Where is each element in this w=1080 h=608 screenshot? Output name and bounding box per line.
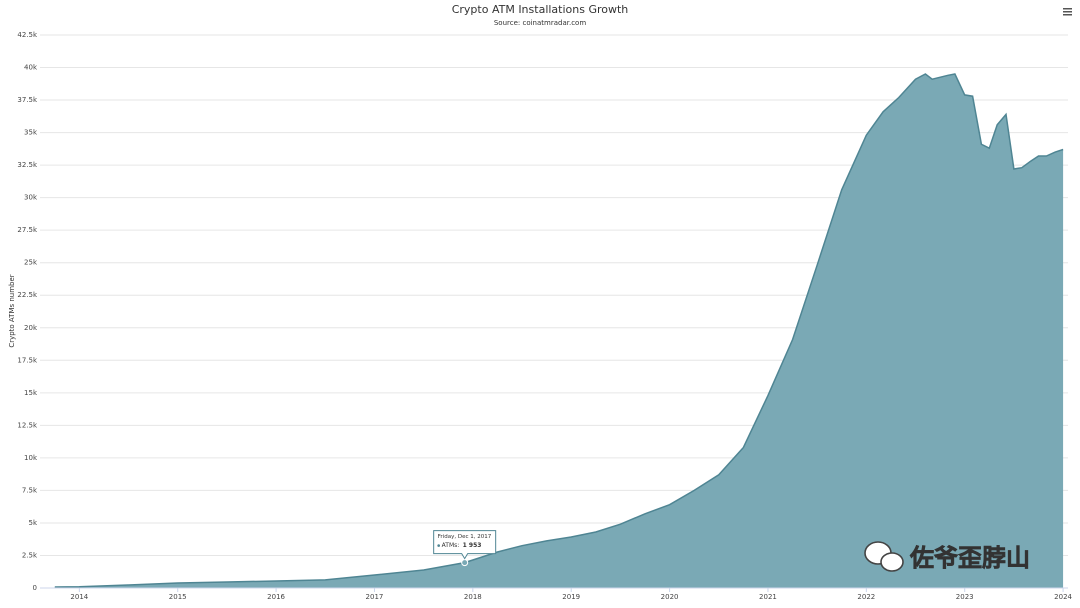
wechat-icon (880, 552, 904, 572)
y-tick-label: 32.5k (17, 161, 38, 169)
y-tick-label: 2.5k (22, 551, 38, 559)
y-tick-label: 0 (33, 584, 37, 592)
watermark-text: 佐爷歪脖山 (909, 544, 1030, 572)
x-tick-label: 2016 (267, 593, 285, 601)
hover-marker (461, 559, 469, 567)
y-tick-label: 40k (24, 64, 38, 72)
menu-button[interactable] (1063, 8, 1072, 16)
y-tick-label: 42.5k (17, 31, 38, 39)
menu-bar (1063, 8, 1072, 10)
y-axis-title: Crypto ATMs number (8, 274, 16, 347)
y-tick-label: 37.5k (17, 96, 38, 104)
tooltip-value: 1 953 (463, 542, 482, 549)
x-tick-label: 2014 (70, 593, 88, 601)
x-tick-label: 2017 (366, 593, 384, 601)
y-tick-label: 10k (24, 454, 38, 462)
menu-bar (1063, 11, 1072, 13)
x-tick-label: 2021 (759, 593, 777, 601)
x-tick-label: 2018 (464, 593, 482, 601)
y-tick-label: 15k (24, 389, 38, 397)
x-tick-label: 2020 (661, 593, 679, 601)
chart-title: Crypto ATM Installations Growth (452, 3, 629, 16)
tooltip-dot (437, 544, 440, 547)
y-tick-label: 5k (28, 519, 37, 527)
y-tick-label: 30k (24, 194, 38, 202)
x-tick-label: 2024 (1054, 593, 1072, 601)
y-tick-label: 20k (24, 324, 38, 332)
y-tick-label: 17.5k (17, 356, 38, 364)
tooltip-date: Friday, Dec 1, 2017 (438, 534, 492, 540)
x-tick-label: 2023 (956, 593, 974, 601)
tooltip-series: ATMs: (442, 542, 460, 549)
y-tick-label: 27.5k (17, 226, 38, 234)
x-tick-label: 2015 (169, 593, 187, 601)
y-tick-label: 12.5k (17, 421, 38, 429)
watermark: 佐爷歪脖山 (864, 541, 1030, 572)
menu-bar (1063, 14, 1072, 16)
tooltip: Friday, Dec 1, 2017 ATMs: 1 953 (433, 530, 497, 560)
y-tick-label: 35k (24, 129, 38, 137)
y-tick-label: 25k (24, 259, 38, 267)
chart-subtitle: Source: coinatmradar.com (494, 19, 586, 27)
plot-area: 0 2.5k 5k 7.5k 10k 12.5k 15k 17.5k 20k 22.5k 25k 27… (17, 31, 1072, 601)
area-line (54, 73, 1064, 588)
x-tick-label: 2019 (562, 593, 580, 601)
y-tick-label: 22.5k (17, 291, 38, 299)
tooltip-box (433, 530, 497, 560)
x-tick-label: 2022 (857, 593, 875, 601)
y-tick-label: 7.5k (22, 486, 38, 494)
area-fill (54, 74, 1064, 588)
